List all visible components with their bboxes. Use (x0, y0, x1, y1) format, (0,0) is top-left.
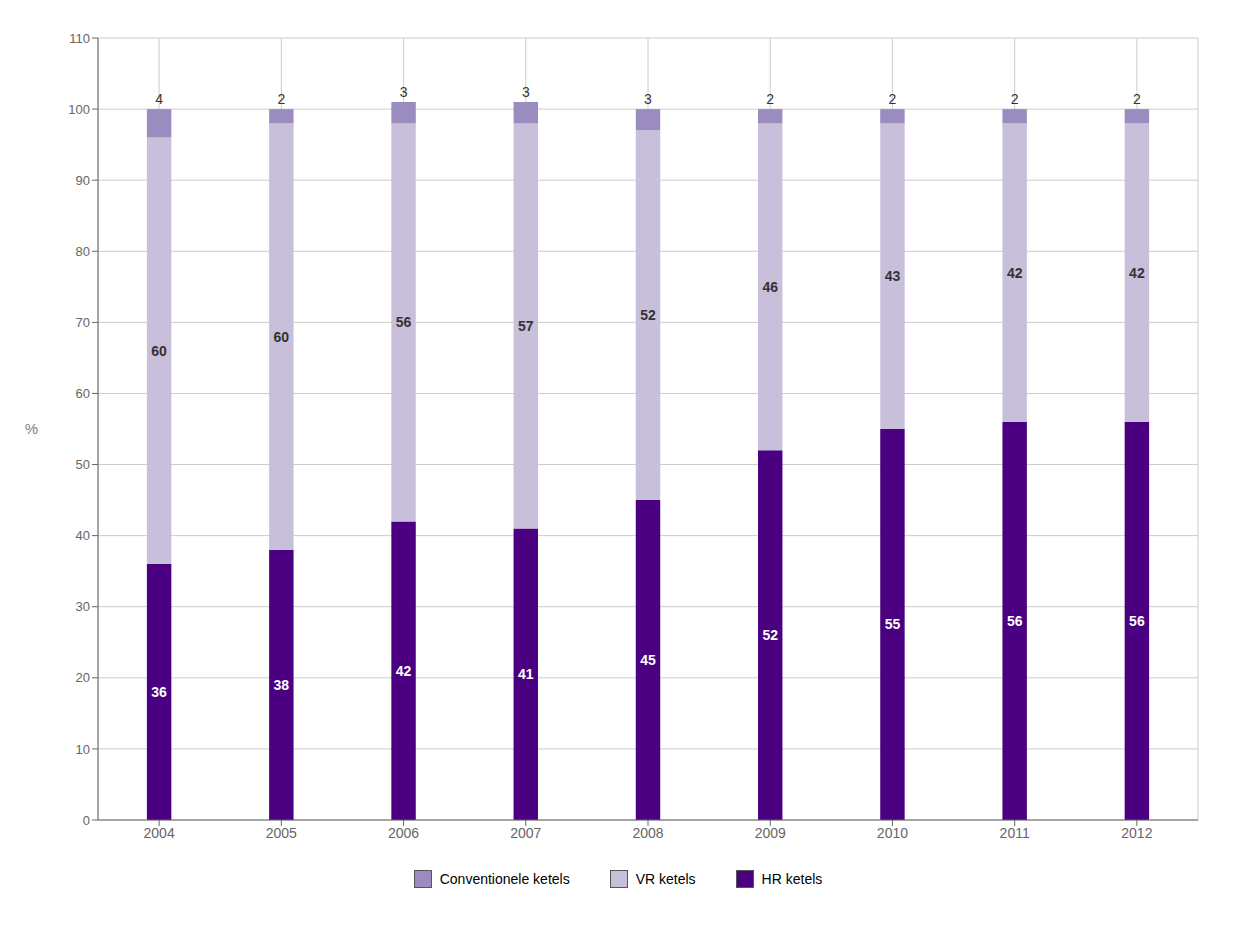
svg-text:2007: 2007 (510, 825, 541, 841)
html-text:Conventionele ketels: Conventionele ketels (439, 871, 570, 887)
svg-text:40: 40 (76, 528, 90, 543)
svg-text:42: 42 (396, 663, 412, 679)
svg-text:3: 3 (522, 84, 530, 100)
svg-text:2004: 2004 (144, 825, 175, 841)
svg-text:100: 100 (68, 102, 90, 117)
svg-text:60: 60 (151, 343, 167, 359)
svg-text:0: 0 (83, 813, 90, 828)
svg-text:%: % (25, 420, 38, 437)
svg-text:2: 2 (1011, 91, 1019, 107)
svg-text:2008: 2008 (632, 825, 663, 841)
svg-text:80: 80 (76, 244, 90, 259)
svg-text:2006: 2006 (388, 825, 419, 841)
svg-text:56: 56 (396, 314, 412, 330)
svg-text:60: 60 (76, 386, 90, 401)
svg-text:3: 3 (644, 91, 652, 107)
svg-text:52: 52 (640, 307, 656, 323)
svg-text:2: 2 (277, 91, 285, 107)
svg-text:36: 36 (151, 684, 167, 700)
svg-text:41: 41 (518, 666, 534, 682)
svg-text:42: 42 (1007, 265, 1023, 281)
svg-text:2005: 2005 (266, 825, 297, 841)
svg-text:46: 46 (762, 279, 778, 295)
svg-text:50: 50 (76, 457, 90, 472)
svg-text:57: 57 (518, 318, 534, 334)
svg-text:55: 55 (885, 616, 901, 632)
svg-text:10: 10 (76, 742, 90, 757)
svg-text:2009: 2009 (755, 825, 786, 841)
svg-text:70: 70 (76, 315, 90, 330)
html-text:VR ketels: VR ketels (635, 871, 696, 887)
svg-text:52: 52 (762, 627, 778, 643)
svg-text:2: 2 (889, 91, 897, 107)
svg-text:56: 56 (1129, 613, 1145, 629)
svg-text:2012: 2012 (1121, 825, 1152, 841)
html-text:HR ketels: HR ketels (761, 871, 823, 887)
svg-text:20: 20 (76, 670, 90, 685)
svg-text:2010: 2010 (877, 825, 908, 841)
svg-text:56: 56 (1007, 613, 1023, 629)
svg-text:2: 2 (1133, 91, 1141, 107)
svg-text:38: 38 (274, 677, 290, 693)
svg-text:90: 90 (76, 173, 90, 188)
svg-text:45: 45 (640, 652, 656, 668)
svg-text:2: 2 (766, 91, 774, 107)
svg-text:3: 3 (400, 84, 408, 100)
svg-text:43: 43 (885, 268, 901, 284)
svg-text:110: 110 (69, 31, 90, 46)
svg-text:2011: 2011 (1000, 825, 1030, 841)
svg-text:4: 4 (155, 91, 163, 107)
svg-text:60: 60 (274, 329, 290, 345)
svg-text:42: 42 (1129, 265, 1145, 281)
svg-text:30: 30 (76, 599, 90, 614)
